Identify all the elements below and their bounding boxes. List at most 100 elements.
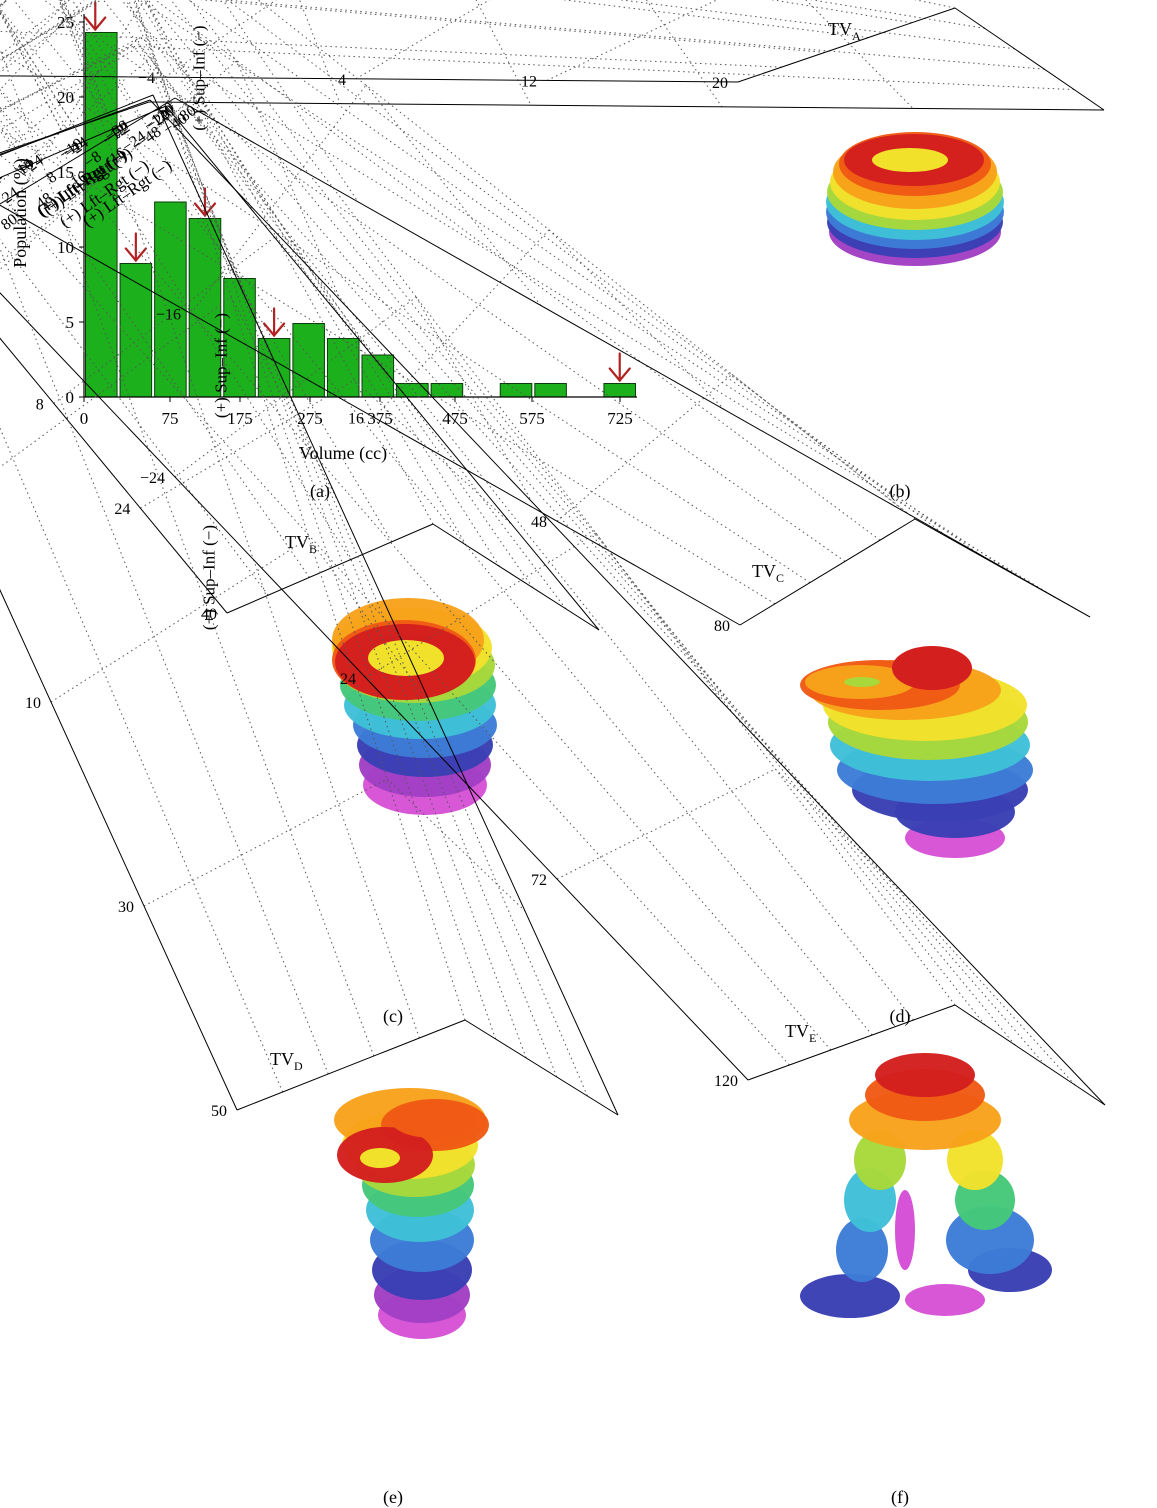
histogram-bar [223,278,256,398]
box-edge [0,337,228,614]
histogram-bar [326,338,360,398]
grid-line [147,0,1016,1046]
z-tick-label: 20 [712,75,728,92]
panel-label: (f) [891,1487,909,1508]
panel-label: (d) [890,1006,911,1027]
surface-panel: 804816−16−48−80−48−16164880804816−16−48−… [0,0,1091,1027]
grid-line [43,0,846,562]
grid-line [415,296,533,503]
grid-line [731,374,908,514]
grid-line [198,0,825,53]
grid-line [136,38,588,1097]
box-edge [226,523,434,614]
grid-line [236,60,342,302]
panel-label: (a) [310,481,330,502]
grid-line [0,0,8,6]
surface-opening [368,640,444,676]
grid-line [0,0,71,56]
histogram-bar [534,383,567,398]
z-tick-label: 12 [521,73,537,90]
panel-label: (e) [383,1487,403,1508]
histogram-bar [85,32,118,398]
box-edge [954,7,1105,111]
x-tick-label: 725 [607,409,633,428]
box-edge [0,204,741,626]
grid-line [617,0,1015,50]
z-tick-label: 30 [118,899,134,916]
box-edge [148,101,1105,111]
panel-label: (c) [383,1006,403,1027]
z-tick-label: 10 [25,695,41,712]
grid-line [0,129,776,605]
grid-line [190,84,367,314]
z-axis-label: (+) Sup–Inf (−) [190,25,209,130]
grid-line [0,0,91,109]
grid-line [144,0,254,212]
grid-line [0,0,98,62]
grid-line [0,7,106,141]
grid-line [7,0,145,211]
grid-line [230,296,340,504]
histogram-bar [119,263,153,398]
y-tick-label: 5 [66,313,75,332]
grid-line [0,154,36,184]
grid-line [354,379,513,526]
grid-line [0,9,352,560]
grid-line [0,10,68,131]
x-axis-label: Volume (cc) [299,443,387,464]
grid-line [134,0,466,1021]
grid-line [12,0,873,1036]
title-main: TV [828,19,852,39]
panel-title: TVD [270,1049,303,1073]
grid-line [355,0,491,80]
grid-line [0,194,790,1066]
z-tick-label: 120 [714,1073,738,1090]
tumor-volume-surface [826,132,1004,266]
tumor-volume-surface [800,646,1033,858]
grid-line [189,0,956,1006]
z-tick-label: −24 [140,470,165,487]
box-edge [737,7,956,83]
grid-line [556,768,776,880]
y-tick-label: 10 [57,238,74,257]
grid-line [386,778,526,912]
grid-line [0,125,17,150]
x-tick-label: 375 [367,409,393,428]
panel-label: (b) [890,481,911,502]
box-edge [739,518,916,626]
z-tick-label: 48 [531,514,547,531]
z-tick-label: 80 [714,618,730,635]
grid-line [0,247,329,1075]
grid-line [0,30,782,68]
grid-line [645,0,723,108]
grid-line [120,0,1046,1066]
box-edge [0,105,167,179]
surface-band [836,1218,888,1282]
grid-line [226,0,951,540]
surface-opening [360,1148,400,1168]
box-edge [149,99,1106,1106]
x-tick-label: 24 [24,152,47,175]
grid-line [561,0,869,39]
grid-line [128,0,558,1078]
red-arrow-icon [262,307,286,338]
surface-opening [872,148,948,172]
z-tick-label: 40 [201,606,217,623]
grid-line [139,37,1056,598]
x-tick-label: 16 [68,168,91,191]
grid-line [53,236,277,404]
title-main: TV [785,1021,809,1041]
tumor-volume-surface [332,598,497,815]
grid-line [0,11,63,132]
red-arrow-icon [124,232,147,263]
histogram-bar [154,201,187,398]
grid-line [124,0,534,588]
x-tick-label: 175 [227,409,253,428]
z-tick-label: 24 [340,671,356,688]
grid-line [174,296,417,478]
grid-line [170,0,986,1026]
red-arrow-icon [84,1,107,32]
grid-line [0,129,310,578]
